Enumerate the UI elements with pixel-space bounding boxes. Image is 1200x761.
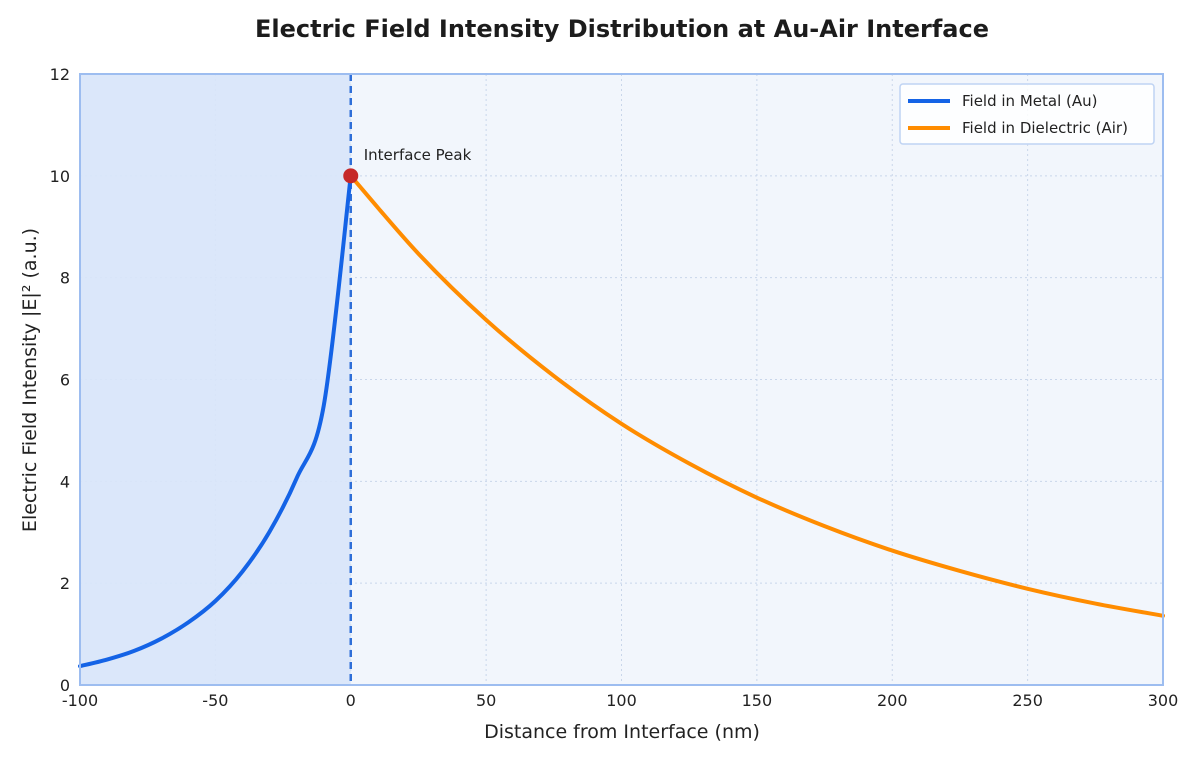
y-tick-label: 4	[60, 472, 70, 491]
y-tick-label: 0	[60, 676, 70, 695]
plot-border	[79, 73, 1164, 686]
y-tick-labels: 0 2 4 6 8 10 12	[50, 65, 70, 695]
series-line-1	[348, 173, 1165, 618]
series-lines	[78, 173, 1165, 669]
y-tick-label: 8	[60, 269, 70, 288]
y-tick-label: 6	[60, 371, 70, 390]
x-tick-label: 0	[346, 691, 356, 710]
x-tick-labels: -100 -50 0 50 100 150 200 250 300	[62, 691, 1178, 710]
y-tick-label: 10	[50, 167, 70, 186]
x-tick-label: 50	[476, 691, 496, 710]
x-tick-label: -100	[62, 691, 98, 710]
x-tick-label: 300	[1148, 691, 1179, 710]
y-tick-label: 2	[60, 574, 70, 593]
x-tick-label: 200	[877, 691, 908, 710]
x-tick-label: 100	[606, 691, 637, 710]
series-line-0	[78, 173, 353, 669]
legend-box	[899, 83, 1155, 145]
legend-label-1: Field in Dielectric (Air)	[962, 119, 1128, 137]
annotation-group: Interface Peak	[343, 146, 472, 184]
chart-title: Electric Field Intensity Distribution at…	[255, 15, 989, 43]
x-tick-label: 150	[742, 691, 773, 710]
interface-peak-marker	[343, 168, 359, 184]
x-tick-label: 250	[1012, 691, 1043, 710]
x-axis-label: Distance from Interface (nm)	[484, 721, 760, 743]
metal-region	[80, 74, 351, 685]
legend-label-0: Field in Metal (Au)	[962, 92, 1097, 110]
interface-peak-label: Interface Peak	[364, 146, 472, 164]
plot-frame	[79, 73, 1164, 686]
y-tick-label: 12	[50, 65, 70, 84]
legend: Field in Metal (Au) Field in Dielectric (…	[899, 83, 1155, 145]
metal-region-shading	[80, 74, 352, 685]
y-axis-label: Electric Field Intensity |E|² (a.u.)	[19, 228, 41, 532]
x-tick-label: -50	[202, 691, 228, 710]
